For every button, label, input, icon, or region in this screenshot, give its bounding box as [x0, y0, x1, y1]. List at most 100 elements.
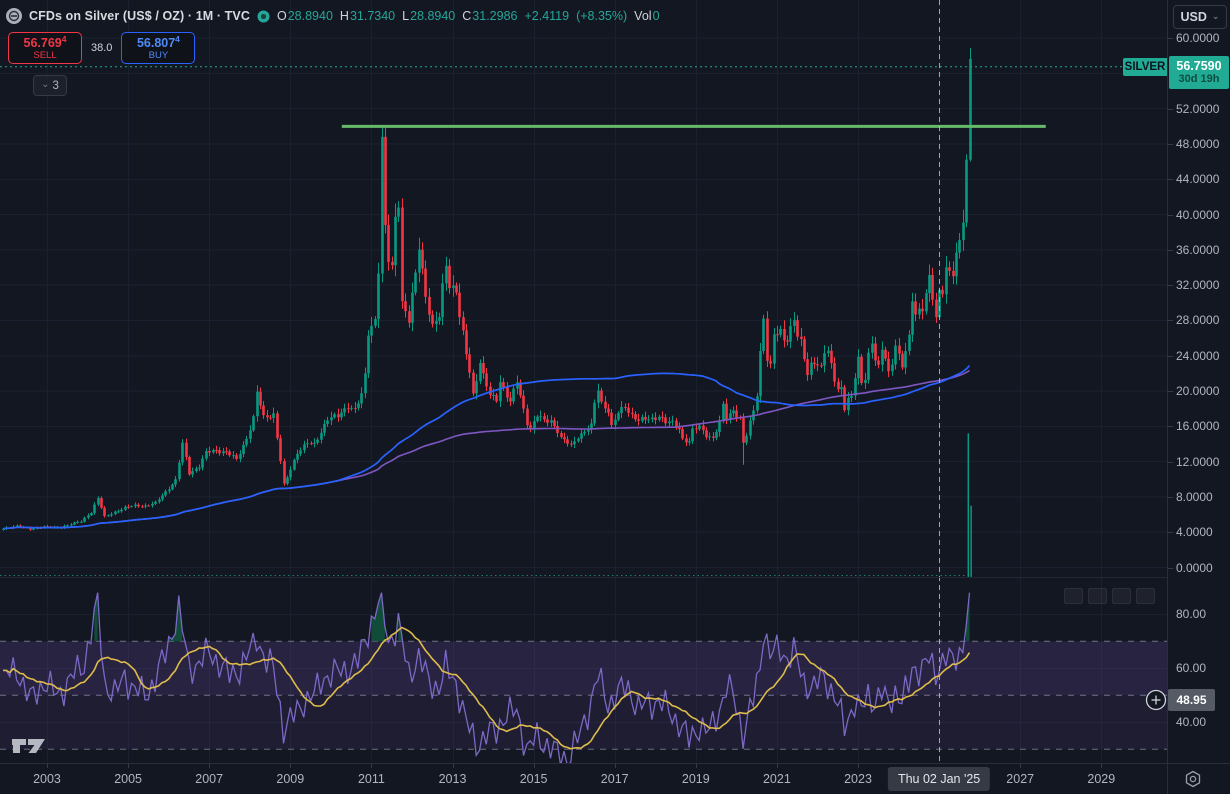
- open-value: 28.8940: [287, 9, 333, 23]
- rsi-tick-label: 40.00: [1176, 715, 1207, 730]
- price-tick-mark: [1168, 285, 1173, 286]
- price-tick-label: 12.0000: [1176, 454, 1220, 469]
- price-tick-mark: [1168, 391, 1173, 392]
- year-label: 2019: [681, 772, 710, 786]
- price-axis[interactable]: USD ⌄ 60.0000 52.0000 48.0000 44.0000 40.000…: [1167, 0, 1230, 763]
- price-tick-mark: [1168, 462, 1173, 463]
- high-value: 31.7340: [349, 9, 396, 23]
- chart-canvas[interactable]: [0, 0, 1167, 763]
- symbol-logo-icon: [6, 8, 22, 24]
- price-tick-label: 44.0000: [1176, 172, 1220, 187]
- year-tick-mark: [777, 764, 778, 768]
- year-tick-mark: [696, 764, 697, 768]
- price-tick-label: 36.0000: [1176, 242, 1220, 257]
- price-tick-mark: [1168, 144, 1173, 145]
- price-tick-label: 40.0000: [1176, 207, 1220, 222]
- low-value: 28.8940: [410, 9, 456, 23]
- year-tick-mark: [1101, 764, 1102, 768]
- price-tick-mark: [1168, 179, 1173, 180]
- rsi-line: [3, 592, 971, 763]
- price-tick-label: 4.0000: [1176, 525, 1213, 540]
- ma-fast-line: [2, 365, 971, 530]
- price-tick-label: 8.0000: [1176, 489, 1213, 504]
- year-label: 2009: [276, 772, 305, 786]
- year-tick-mark: [371, 764, 372, 768]
- buy-label: BUY: [148, 49, 169, 61]
- year-label: 2017: [600, 772, 629, 786]
- year-label: 2027: [1006, 772, 1035, 786]
- rsi-overbought-fill: [371, 592, 385, 642]
- rsi-signal-line: [3, 626, 971, 750]
- year-label: 2005: [114, 772, 142, 786]
- rsi-tick-label: 80.00: [1176, 607, 1207, 622]
- price-tick-label: 48.0000: [1176, 137, 1220, 152]
- price-tick-mark: [1168, 532, 1173, 533]
- add-alert-plus-button[interactable]: [1145, 689, 1167, 711]
- last-price-label: 56.7590 30d 19h: [1169, 56, 1229, 89]
- year-label: 2011: [357, 772, 385, 786]
- price-tick-label: 0.0000: [1176, 560, 1213, 575]
- price-tick-mark: [1168, 426, 1173, 427]
- chevron-down-icon: ⌄: [41, 78, 50, 90]
- object-tree-toggle-button[interactable]: ⌄ 3: [33, 75, 67, 96]
- year-tick-mark: [534, 764, 535, 768]
- symbol-price-tag: SILVER: [1123, 58, 1167, 76]
- rsi-crosshair-price-label: 48.95: [1168, 689, 1215, 711]
- price-tick-mark: [1168, 109, 1173, 110]
- bar-countdown: 30d 19h: [1178, 73, 1220, 86]
- price-tick-mark: [1168, 38, 1173, 39]
- year-label: 2023: [844, 772, 872, 786]
- pane-separator[interactable]: [0, 577, 1230, 578]
- price-tick-label: 20.0000: [1176, 384, 1220, 399]
- year-tick-mark: [128, 764, 129, 768]
- pane-close-button[interactable]: [1136, 588, 1155, 604]
- year-tick-mark: [47, 764, 48, 768]
- price-tick-label: 24.0000: [1176, 348, 1220, 363]
- pane-maximize-button[interactable]: [1112, 588, 1131, 604]
- year-tick-mark: [615, 764, 616, 768]
- price-tick-label: 52.0000: [1176, 101, 1220, 116]
- buy-button[interactable]: 56.8074 BUY: [121, 32, 196, 64]
- price-tick-mark: [1168, 568, 1173, 569]
- trade-widget: 56.7694 SELL 38.0 56.8074 BUY: [8, 32, 196, 64]
- year-tick-mark: [1020, 764, 1021, 768]
- sell-label: SELL: [33, 49, 57, 61]
- year-label: 2007: [195, 772, 224, 786]
- price-tick-label: 28.0000: [1176, 313, 1220, 328]
- year-label: 2015: [519, 772, 548, 786]
- caret-down-icon: ⌄: [1211, 10, 1220, 21]
- symbol-title[interactable]: CFDs on Silver (US$ / OZ) · 1M · TVC: [29, 9, 250, 23]
- candlestick-series: [2, 47, 972, 531]
- spread-value: 38.0: [91, 42, 113, 54]
- year-tick-mark: [453, 764, 454, 768]
- price-tick-mark: [1168, 497, 1173, 498]
- price-tick-label: 60.0000: [1176, 31, 1220, 46]
- price-tick-mark: [1168, 356, 1173, 357]
- rsi-tick-label: 60.00: [1176, 661, 1207, 676]
- year-tick-mark: [858, 764, 859, 768]
- axis-corner-divider: [1167, 764, 1168, 794]
- close-value: 31.2986: [472, 9, 518, 23]
- year-label: 2021: [762, 772, 791, 786]
- time-axis-settings-gear-icon[interactable]: [1184, 770, 1202, 788]
- pane-collapse-button[interactable]: [1088, 588, 1107, 604]
- change-value: +2.4119: [524, 9, 570, 23]
- year-label: 2029: [1087, 772, 1116, 786]
- change-percent: (+8.35%): [576, 9, 628, 23]
- price-tick-mark: [1168, 250, 1173, 251]
- ohlc-values: O 28.8940 H 31.7340 L 28.8940 C 31.2986 +2.4…: [276, 9, 660, 23]
- price-tick-label: 16.0000: [1176, 419, 1220, 434]
- time-axis[interactable]: Thu 02 Jan '25 2003 2005 2007 2009 2011 2013 2…: [0, 763, 1230, 794]
- price-tick-mark: [1168, 320, 1173, 321]
- volume-value: 0: [652, 9, 660, 23]
- year-label: 2003: [33, 772, 61, 786]
- rsi-overbought-fill: [168, 595, 183, 642]
- sell-button[interactable]: 56.7694 SELL: [8, 32, 82, 64]
- currency-selector-button[interactable]: USD ⌄: [1173, 5, 1227, 29]
- year-tick-mark: [209, 764, 210, 768]
- crosshair-date-label: Thu 02 Jan '25: [887, 767, 991, 791]
- pane-move-up-button[interactable]: [1064, 588, 1083, 604]
- tradingview-logo[interactable]: [12, 736, 46, 761]
- year-label: 2013: [438, 772, 467, 786]
